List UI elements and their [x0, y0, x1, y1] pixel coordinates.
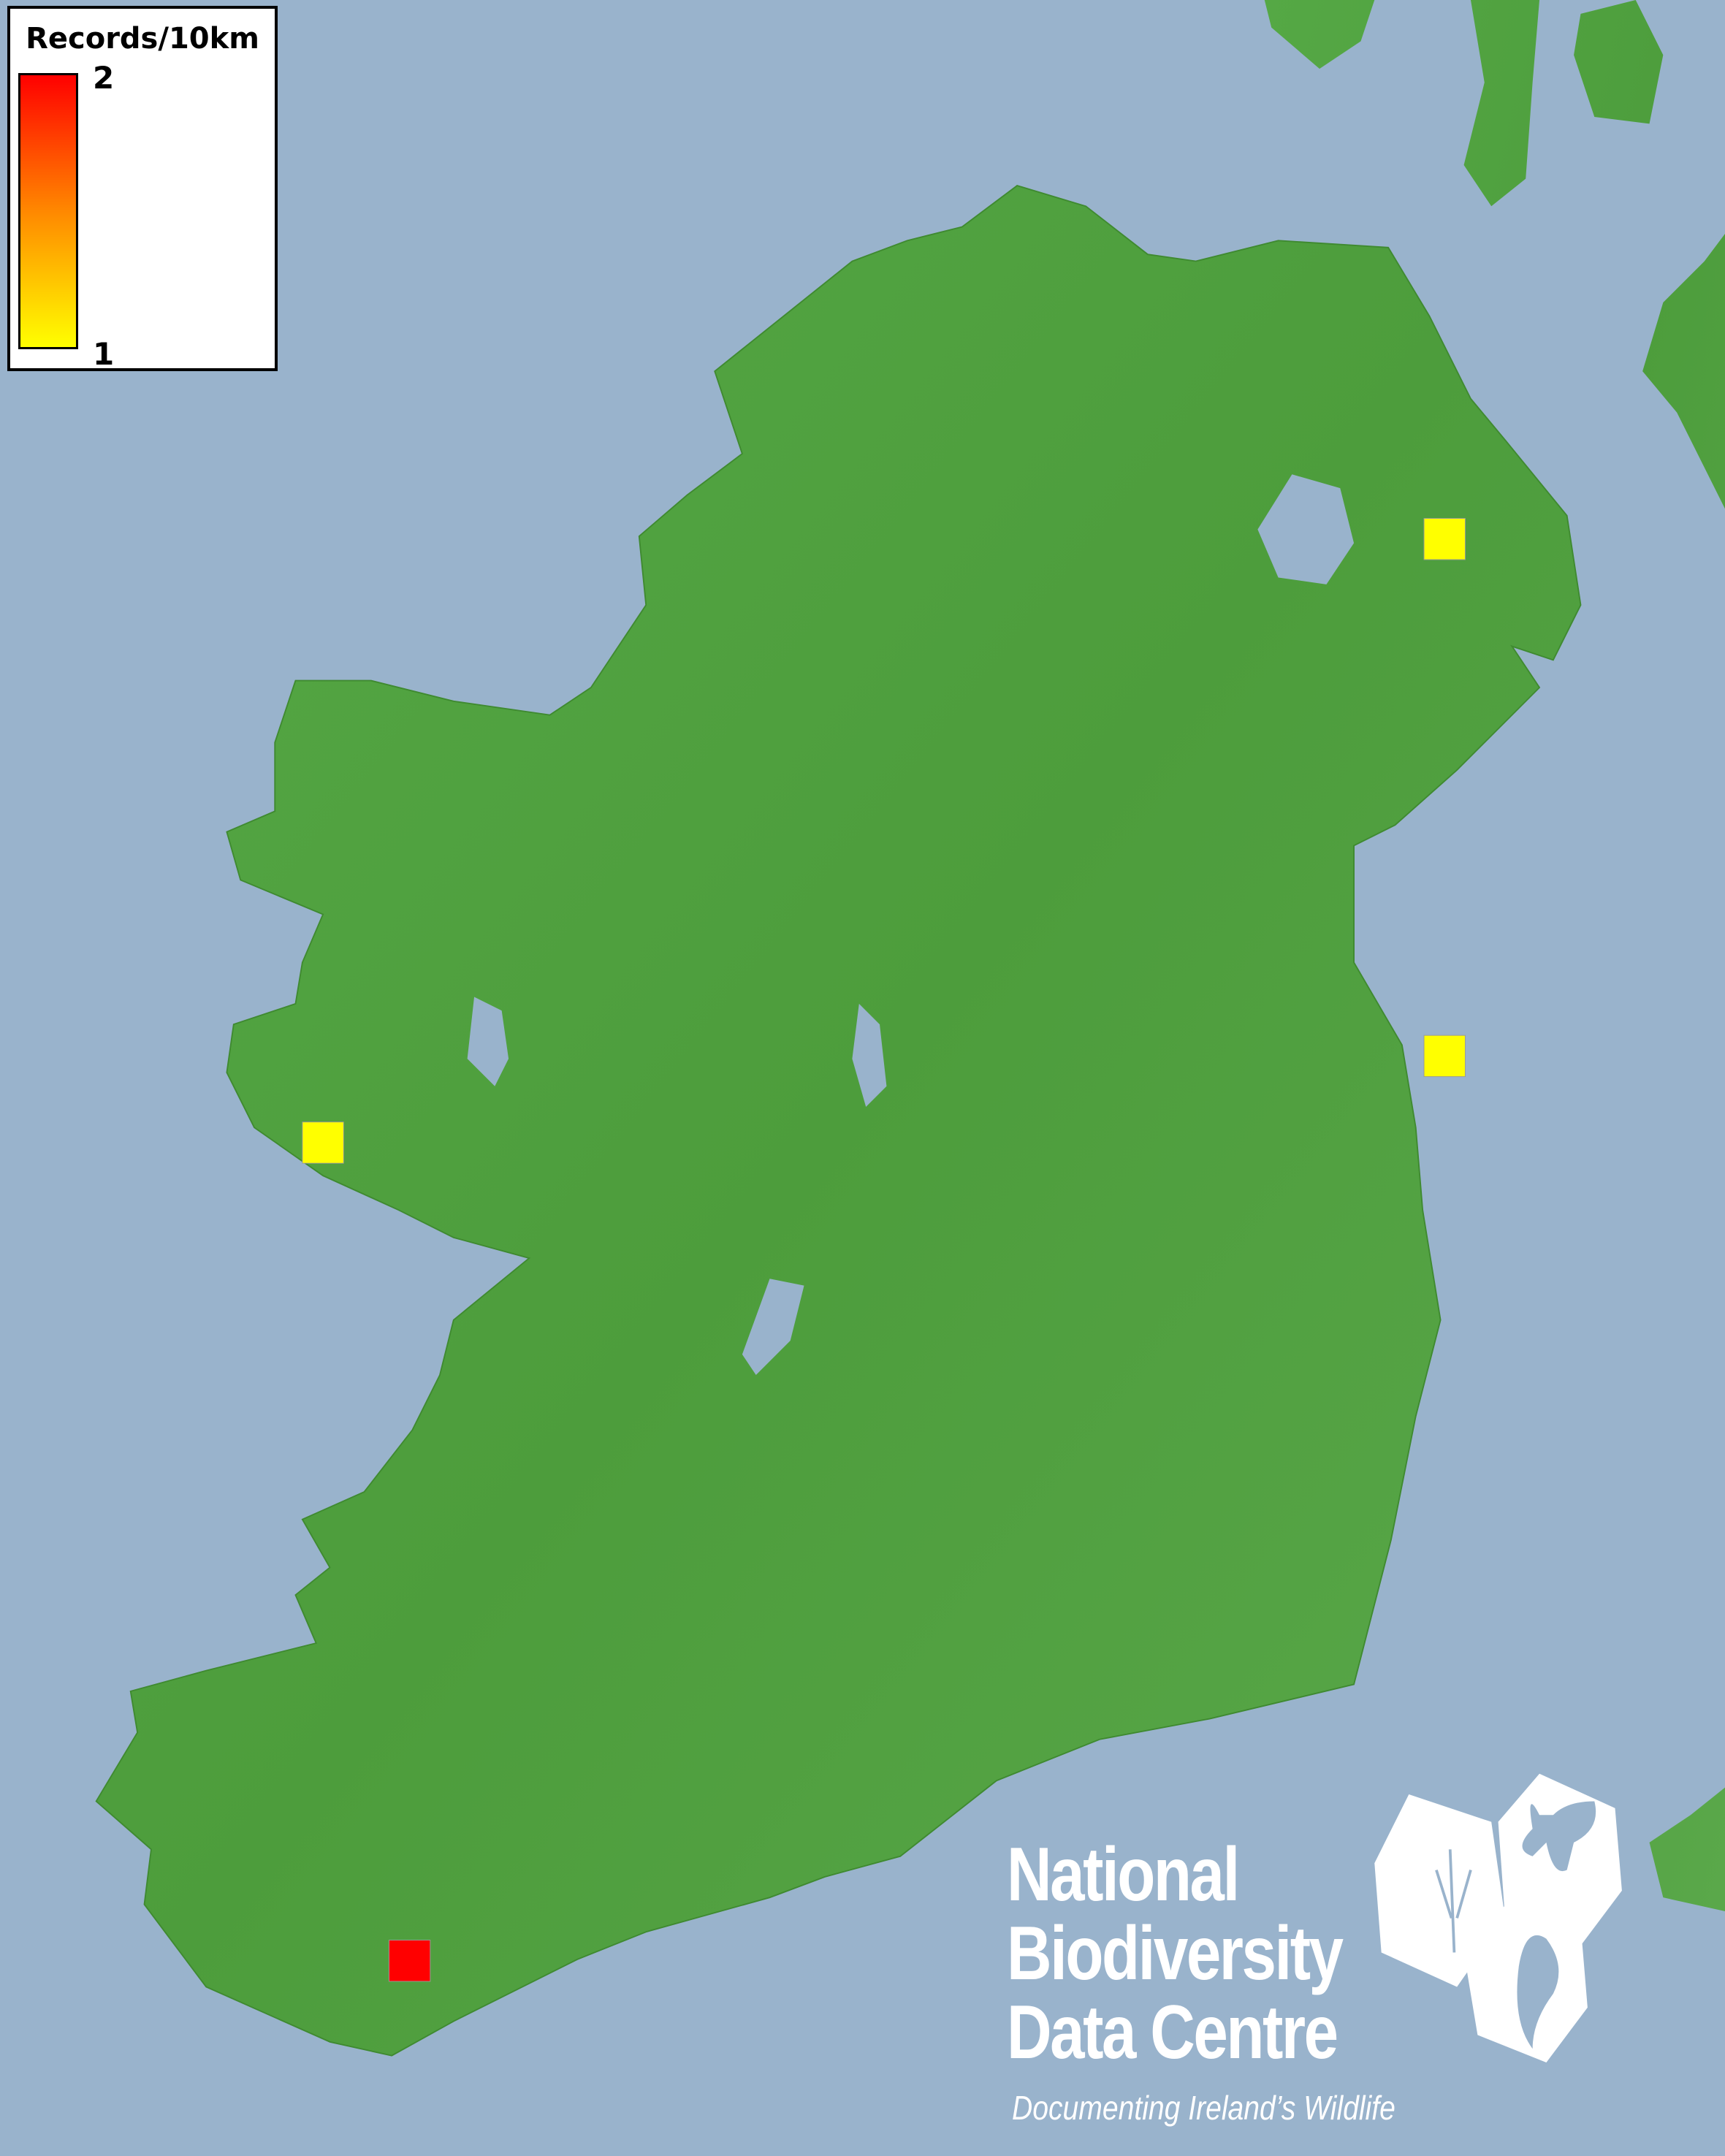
logo-tagline: Documenting Ireland’s Wildlife	[1012, 2089, 1395, 2127]
legend-color-bar	[18, 73, 78, 349]
record-square[interactable]	[388, 1940, 431, 1982]
record-square[interactable]	[1423, 1035, 1466, 1078]
lough-neagh	[1257, 474, 1355, 584]
lough-corrib	[467, 997, 509, 1086]
record-square[interactable]	[1423, 518, 1466, 560]
ndbc-logo-text: National Biodiversity Data Centre	[1007, 1832, 1344, 2075]
lough-ree	[852, 1003, 887, 1108]
lough-derg	[742, 1279, 804, 1376]
legend-min-label: 1	[93, 336, 115, 372]
ireland-landmass	[95, 185, 1582, 2057]
legend: Records/10km 2 1	[7, 6, 278, 372]
legend-max-label: 2	[93, 60, 115, 96]
records-layer	[302, 518, 1466, 1982]
logo-line-2: Biodiversity	[1007, 1911, 1344, 1996]
record-square[interactable]	[302, 1121, 344, 1164]
logo-line-3: Data Centre	[1007, 1990, 1339, 2075]
legend-title: Records/10km	[26, 22, 259, 56]
logo-line-1: National	[1007, 1832, 1240, 1917]
ndbc-logo-emblem	[1374, 1773, 1622, 2063]
